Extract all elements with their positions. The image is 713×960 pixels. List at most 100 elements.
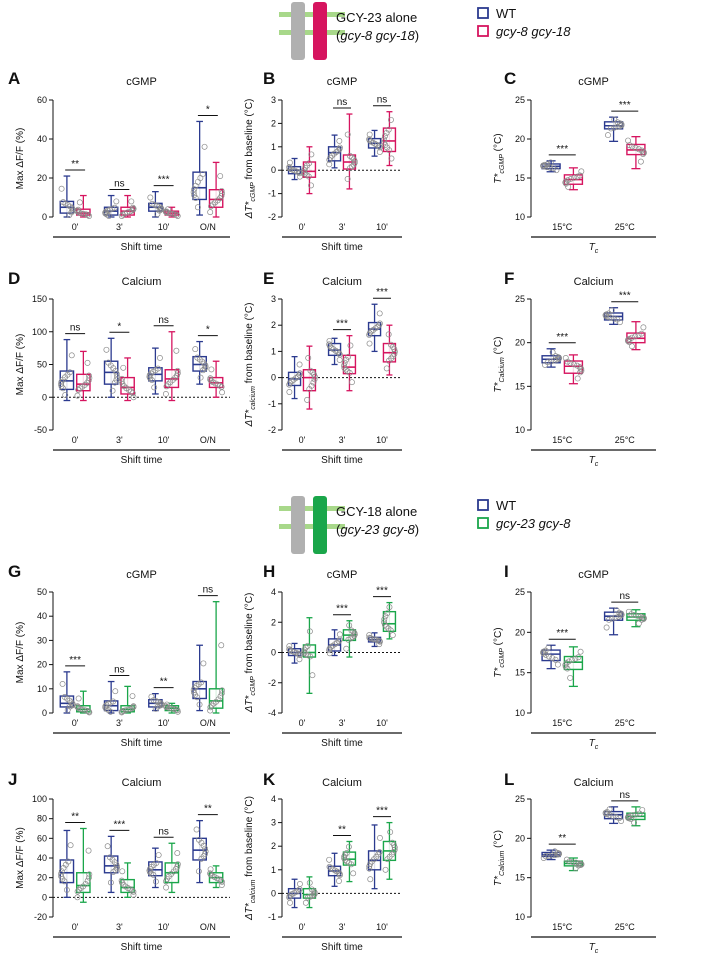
box-3'-mutant — [341, 335, 357, 392]
x-axis-title: Shift time — [321, 942, 363, 953]
y-tick-label: 0 — [42, 708, 47, 718]
data-point — [218, 187, 225, 194]
data-point — [612, 614, 619, 621]
box-3'-mutant — [342, 620, 358, 658]
data-point — [295, 887, 302, 894]
data-point — [214, 197, 221, 204]
data-point — [631, 819, 637, 826]
data-point — [129, 390, 136, 397]
x-title-sub: c — [595, 744, 599, 751]
data-point — [296, 881, 303, 887]
data-point — [570, 361, 577, 368]
data-point — [82, 880, 89, 887]
data-point — [328, 344, 335, 351]
y-axis-label: ΔT*cGMP from baseline (°C) — [244, 593, 257, 714]
data-point — [128, 198, 135, 205]
data-point — [286, 646, 293, 653]
data-point — [68, 352, 75, 359]
x-axis-title: Tc — [589, 942, 599, 955]
box-O/N-wt — [192, 340, 209, 385]
x-category-label: 0' — [72, 435, 79, 445]
data-point — [59, 681, 66, 687]
box-10'-mutant — [163, 842, 181, 894]
data-point — [562, 661, 569, 668]
data-point — [342, 366, 349, 373]
data-point — [219, 687, 225, 694]
data-point — [191, 684, 198, 691]
data-point — [632, 144, 639, 151]
data-point — [164, 704, 171, 711]
data-point — [62, 392, 69, 398]
data-point — [565, 184, 572, 190]
y-axis-label: ΔT*calcium from baseline (°C) — [244, 796, 257, 921]
x-category-label: O/N — [200, 435, 216, 445]
data-point — [326, 863, 333, 870]
panel-E: E Calcium -2 -1 0 1 2 3 ΔT*calcium from baseline… — [244, 269, 402, 466]
data-point — [76, 199, 83, 206]
data-point — [191, 192, 198, 199]
data-point — [385, 331, 392, 338]
y-label-main: T* — [493, 875, 504, 886]
panel-title: cGMP — [327, 569, 358, 581]
significance-label: * — [206, 104, 210, 115]
box-15°C-mutant — [562, 646, 584, 688]
data-point — [119, 375, 125, 382]
box-0'-wt — [286, 878, 303, 909]
data-point — [192, 195, 199, 201]
y-label-rest: (°C) — [493, 133, 504, 154]
data-point — [544, 359, 551, 366]
significance-label: ns — [203, 585, 214, 596]
data-point — [550, 165, 557, 172]
y-tick-label: 20 — [515, 833, 525, 843]
box-0'-mutant — [74, 350, 93, 402]
y-tick-label: 100 — [32, 794, 47, 804]
panel-title: Calcium — [574, 276, 614, 288]
data-point — [602, 809, 609, 816]
data-point — [310, 887, 317, 894]
data-point — [344, 368, 351, 375]
colored-channel-icon — [313, 496, 327, 554]
y-axis-label: T*cGMP (°C) — [493, 133, 506, 183]
y-tick-label: -2 — [268, 212, 276, 222]
data-point — [128, 207, 135, 214]
data-point — [174, 370, 181, 377]
data-point — [129, 705, 136, 711]
y-tick-label: 20 — [515, 134, 525, 144]
data-point — [578, 365, 585, 372]
x-category-label: 10' — [376, 718, 388, 728]
y-tick-label: -1 — [268, 399, 276, 409]
x-category-label: 25°C — [615, 922, 636, 932]
legend-label-0: WT — [496, 498, 516, 513]
data-point — [383, 129, 390, 136]
data-point — [335, 147, 342, 154]
data-point — [218, 642, 225, 649]
data-point — [347, 342, 354, 349]
data-point — [208, 203, 215, 210]
y-axis-label: Max ΔF/F (%) — [15, 334, 26, 396]
x-axis-title: Shift time — [121, 455, 163, 466]
box-10'-mutant — [162, 701, 181, 715]
membrane-icon — [279, 12, 345, 17]
data-point — [76, 209, 82, 216]
data-point — [157, 702, 164, 709]
data-point — [79, 706, 86, 713]
significance-label: ** — [338, 824, 346, 835]
y-label-sub: Calcium — [499, 357, 506, 382]
data-point — [110, 698, 117, 705]
data-point — [625, 608, 632, 615]
box-10'-wt — [366, 303, 383, 353]
data-point — [376, 641, 383, 648]
box-0'-wt — [58, 829, 75, 898]
data-point — [540, 855, 547, 861]
y-tick-label: 150 — [32, 294, 47, 304]
data-point — [75, 886, 82, 893]
panel-letter: D — [8, 269, 20, 288]
box-25°C-wt — [602, 806, 625, 825]
y-tick-label: 20 — [515, 627, 525, 637]
significance-label: *** — [336, 604, 348, 615]
data-point — [604, 811, 611, 818]
data-point — [311, 376, 318, 383]
data-point — [574, 375, 581, 382]
data-point — [389, 839, 396, 846]
